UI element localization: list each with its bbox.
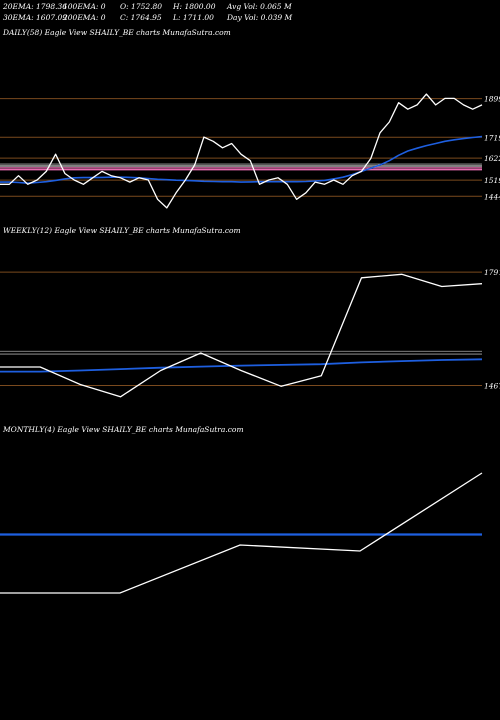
daily-price-line [0, 93, 483, 209]
daily-y-tick: 1719 [484, 133, 500, 142]
daily-y-tick: 1444 [484, 192, 500, 201]
open-stat: O: 1752.80 [120, 2, 163, 11]
weekly-panel-title: WEEKLY(12) Eagle View SHAILY_BE charts M… [3, 226, 241, 235]
daily-panel-title: DAILY(58) Eagle View SHAILY_BE charts Mu… [3, 28, 231, 37]
daily-y-tick: 1622 [484, 154, 500, 163]
daily-y-tick: 1899 [484, 95, 500, 104]
close-stat: C: 1764.95 [120, 13, 162, 22]
ema200-stat: 200EMA: 0 [63, 13, 106, 22]
low-stat: L: 1711.00 [173, 13, 214, 22]
avg-vol-stat: Avg Vol: 0.065 M [227, 2, 292, 11]
monthly-price-line [0, 472, 483, 594]
weekly-ema-line [0, 358, 483, 373]
daily-ema-line [0, 135, 483, 184]
weekly-y-tick: 1467 [484, 382, 500, 391]
ema30-stat: 30EMA: 1607.09 [3, 13, 68, 22]
ema100-stat: 100EMA: 0 [63, 2, 106, 11]
day-vol-stat: Day Vol: 0.039 M [227, 13, 293, 22]
monthly-panel-title: MONTHLY(4) Eagle View SHAILY_BE charts M… [3, 425, 244, 434]
ema20-stat: 20EMA: 1798.36 [3, 2, 68, 11]
daily-y-tick: 1519 [484, 176, 500, 185]
weekly-price-line [0, 273, 483, 398]
high-stat: H: 1800.00 [173, 2, 216, 11]
